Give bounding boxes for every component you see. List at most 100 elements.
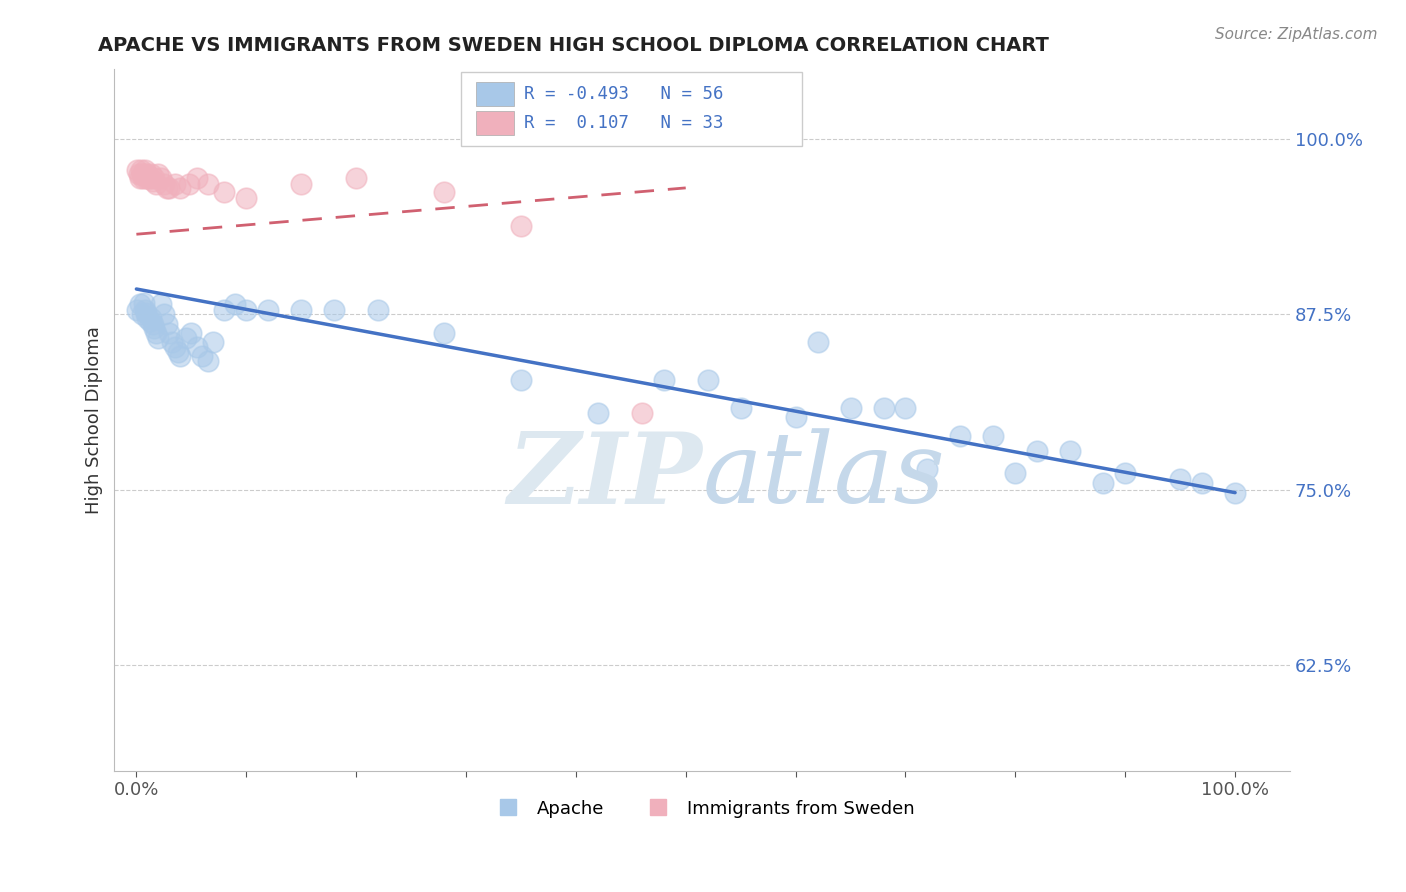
Point	[157, 326, 180, 340]
Point	[785, 409, 807, 424]
Point	[157, 181, 180, 195]
Point	[134, 303, 156, 318]
Point	[134, 162, 156, 177]
Point	[235, 191, 257, 205]
Point	[143, 171, 166, 186]
Point	[202, 335, 225, 350]
Point	[917, 462, 939, 476]
Point	[1191, 475, 1213, 490]
Y-axis label: High School Diploma: High School Diploma	[86, 326, 103, 514]
Point	[433, 326, 456, 340]
Point	[806, 335, 828, 350]
Point	[730, 401, 752, 416]
Text: Source: ZipAtlas.com: Source: ZipAtlas.com	[1215, 27, 1378, 42]
Point	[839, 401, 862, 416]
Point	[160, 335, 183, 350]
Point	[143, 321, 166, 335]
Point	[148, 331, 170, 345]
Text: APACHE VS IMMIGRANTS FROM SWEDEN HIGH SCHOOL DIPLOMA CORRELATION CHART: APACHE VS IMMIGRANTS FROM SWEDEN HIGH SC…	[98, 36, 1049, 54]
Point	[1092, 475, 1115, 490]
Point	[127, 162, 149, 177]
Point	[139, 311, 162, 326]
Point	[142, 317, 165, 331]
Point	[145, 326, 167, 340]
Point	[149, 171, 172, 186]
Point	[132, 167, 155, 181]
Point	[131, 307, 153, 321]
Point	[128, 167, 150, 181]
Point	[128, 171, 150, 186]
Point	[510, 373, 533, 387]
FancyBboxPatch shape	[461, 72, 803, 145]
Point	[1223, 485, 1246, 500]
Point	[652, 373, 675, 387]
Point	[148, 167, 170, 181]
Point	[1026, 443, 1049, 458]
Legend: Apache, Immigrants from Sweden: Apache, Immigrants from Sweden	[482, 792, 922, 825]
Point	[139, 167, 162, 181]
Point	[135, 171, 157, 186]
Point	[153, 307, 176, 321]
Point	[696, 373, 718, 387]
Point	[630, 406, 652, 420]
Point	[949, 429, 972, 443]
Point	[179, 177, 201, 191]
Point	[1004, 466, 1026, 480]
Text: R =  0.107   N = 33: R = 0.107 N = 33	[523, 114, 723, 132]
Point	[167, 345, 190, 359]
Point	[197, 177, 219, 191]
Point	[131, 167, 153, 181]
Point	[136, 167, 159, 181]
Point	[323, 303, 346, 318]
Point	[214, 303, 236, 318]
Point	[149, 297, 172, 311]
Point	[138, 314, 160, 328]
Point	[132, 171, 155, 186]
Point	[1059, 443, 1081, 458]
Point	[344, 171, 367, 186]
Point	[180, 326, 202, 340]
Point	[235, 303, 257, 318]
Text: ZIP: ZIP	[508, 427, 702, 524]
Point	[214, 185, 236, 199]
Point	[127, 303, 149, 318]
Point	[1114, 466, 1136, 480]
Point	[129, 162, 152, 177]
Text: atlas: atlas	[702, 428, 945, 524]
Point	[186, 340, 208, 354]
Point	[153, 177, 176, 191]
Point	[983, 429, 1005, 443]
Point	[142, 174, 165, 188]
Point	[135, 306, 157, 320]
Point	[186, 171, 208, 186]
Point	[145, 177, 167, 191]
Point	[290, 303, 312, 318]
Point	[132, 296, 155, 310]
Point	[1168, 472, 1191, 486]
Point	[138, 171, 160, 186]
Point	[163, 177, 186, 191]
Point	[138, 171, 160, 186]
Text: R = -0.493   N = 56: R = -0.493 N = 56	[523, 85, 723, 103]
Point	[894, 401, 917, 416]
Point	[169, 350, 191, 364]
Point	[367, 303, 389, 318]
Point	[174, 331, 197, 345]
Point	[872, 401, 894, 416]
Point	[290, 177, 312, 191]
Point	[257, 303, 280, 318]
Point	[510, 219, 533, 233]
Point	[136, 311, 159, 326]
Point	[224, 297, 246, 311]
Point	[586, 406, 609, 420]
Point	[433, 185, 456, 199]
FancyBboxPatch shape	[477, 112, 515, 136]
Point	[163, 340, 186, 354]
Point	[156, 181, 179, 195]
Point	[197, 353, 219, 368]
Point	[191, 350, 214, 364]
Point	[156, 317, 179, 331]
Point	[169, 181, 191, 195]
FancyBboxPatch shape	[477, 82, 515, 106]
Point	[128, 297, 150, 311]
